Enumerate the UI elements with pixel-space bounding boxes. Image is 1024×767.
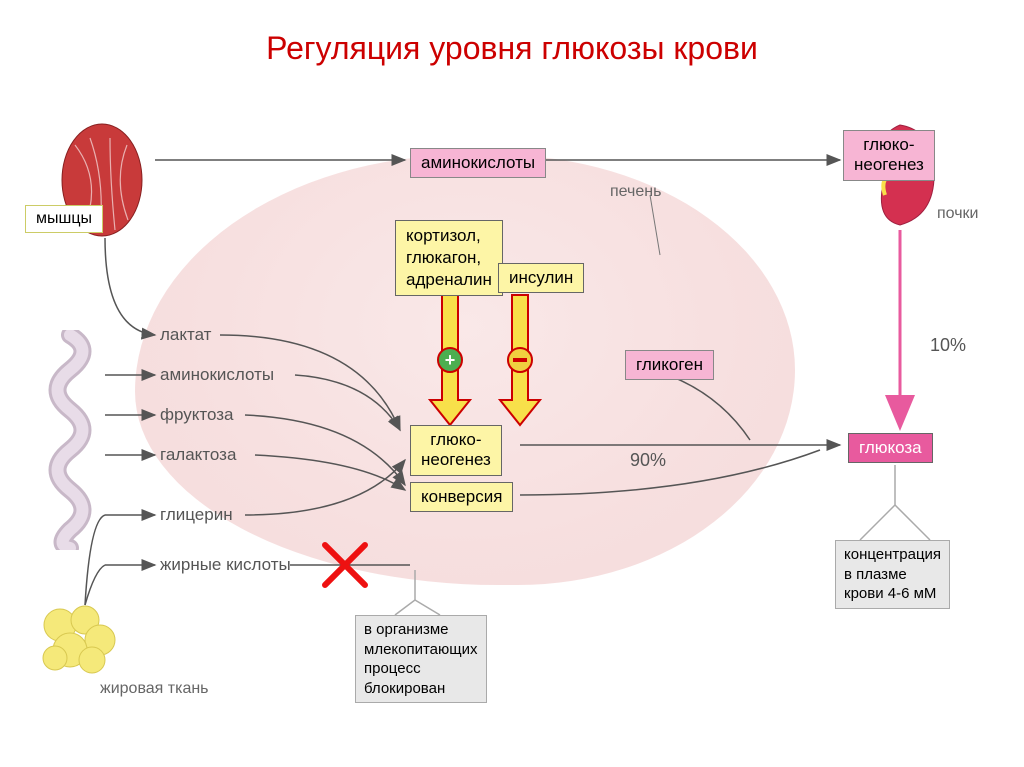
blocked-note: в организме млекопитающих процесс блокир… — [355, 615, 487, 703]
fat-tissue-label: жировая ткань — [100, 680, 209, 698]
gluconeogenesis-kidney-box: глюко- неогенез — [843, 130, 935, 181]
glucose-box: глюкоза — [848, 433, 933, 463]
kidney-label: почки — [937, 205, 978, 223]
insulin-box: инсулин — [498, 263, 584, 293]
liver-label: печень — [610, 183, 661, 201]
glycogen-box: гликоген — [625, 350, 714, 380]
fat-tissue-icon — [40, 600, 120, 680]
galactose-label: галактоза — [160, 445, 236, 465]
amino-acids-top-box: аминокислоты — [410, 148, 546, 178]
percent-90: 90% — [630, 450, 666, 471]
conversion-box: конверсия — [410, 482, 513, 512]
amino-acids-label: аминокислоты — [160, 365, 274, 385]
hormones-box: кортизол, глюкагон, адреналин — [395, 220, 503, 296]
muscle-label: мышцы — [25, 205, 103, 233]
lactate-label: лактат — [160, 325, 211, 345]
concentration-note: концентрация в плазме крови 4-6 мМ — [835, 540, 950, 609]
gluconeogenesis-liver-box: глюко- неогенез — [410, 425, 502, 476]
percent-10: 10% — [930, 335, 966, 356]
glycerol-label: глицерин — [160, 505, 233, 525]
intestine-icon — [40, 330, 100, 550]
page-title: Регуляция уровня глюкозы крови — [266, 30, 758, 67]
fatty-acids-label: жирные кислоты — [160, 555, 291, 575]
fructose-label: фруктоза — [160, 405, 234, 425]
